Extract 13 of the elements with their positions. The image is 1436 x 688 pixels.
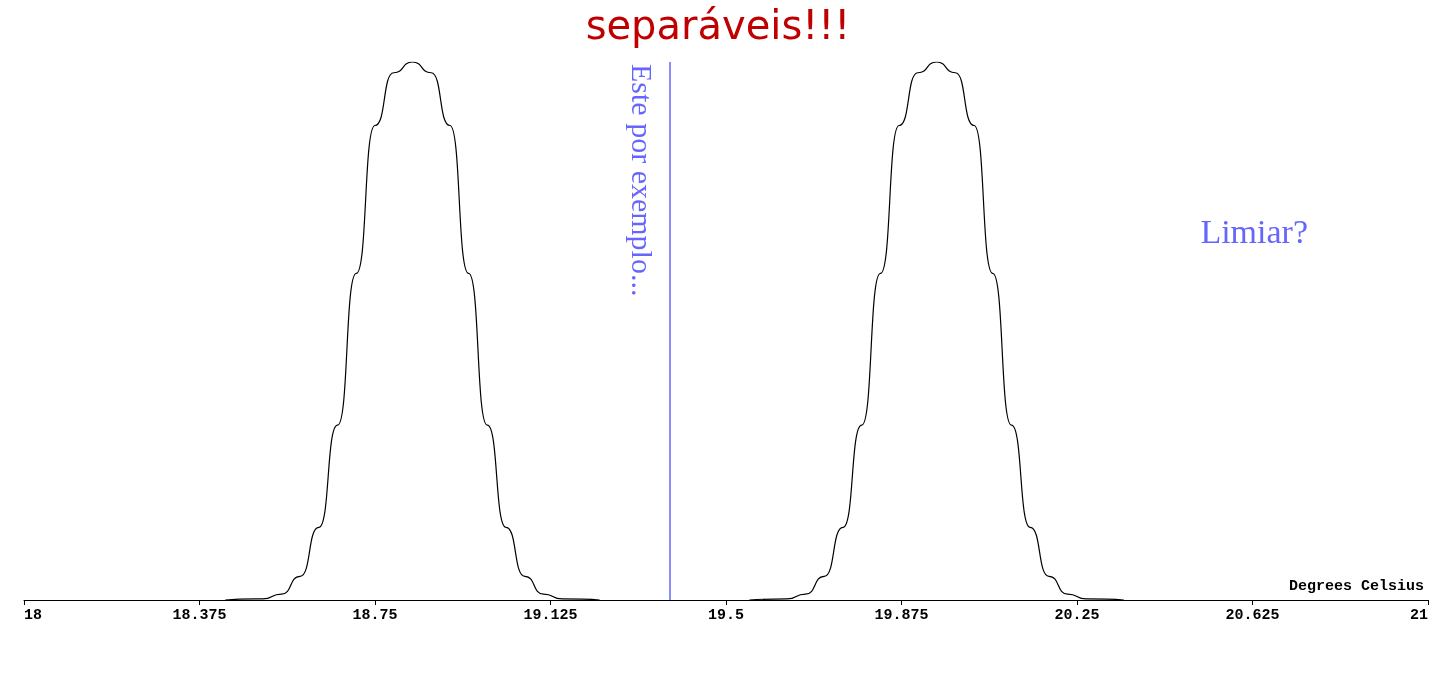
ref-line-label: Este por exemplo... — [626, 64, 660, 297]
x-tick-label: 19.125 — [523, 607, 578, 624]
x-tick-label: 18 — [24, 607, 43, 624]
x-tick-label: 19.875 — [874, 607, 929, 624]
x-tick-label: 20.625 — [1225, 607, 1280, 624]
chart-title: separáveis!!! — [585, 2, 851, 48]
x-tick-label: 21 — [1409, 607, 1428, 624]
x-tick-label: 20.25 — [1054, 607, 1100, 624]
x-tick-label: 18.75 — [352, 607, 398, 624]
x-tick-label: 19.5 — [707, 607, 745, 624]
x-tick-label: 18.375 — [172, 607, 227, 624]
x-axis-title: Degrees Celsius — [1288, 578, 1424, 595]
annotation: Limiar? — [1200, 212, 1309, 250]
